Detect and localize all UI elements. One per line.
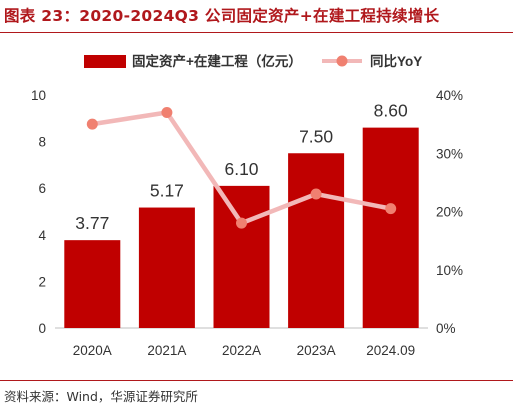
- y-left-tick-label: 0: [38, 321, 46, 336]
- bar-data-label: 3.77: [75, 213, 109, 233]
- y-left-tick-label: 6: [38, 181, 46, 196]
- chart: 固定资产+在建工程（亿元） 同比YoY 0 2 4 6 8 10 0% 10% 20% 30% 40…: [31, 53, 463, 358]
- y-left-tick-label: 2: [38, 274, 46, 289]
- y-right-tick-label: 10%: [436, 263, 463, 278]
- y-right-tick-label: 40%: [436, 88, 463, 103]
- legend-bar-swatch: [84, 55, 126, 68]
- bar: [362, 127, 419, 329]
- legend-line-marker: [336, 55, 348, 67]
- y-left-tick-label: 8: [38, 135, 46, 150]
- bars: 3.77 5.17 6.10 7.50 8.60: [64, 101, 419, 329]
- bar: [138, 207, 195, 328]
- yoy-line: [86, 106, 397, 229]
- legend-line-label: 同比YoY: [370, 53, 422, 69]
- title-rule: [0, 32, 513, 33]
- y-left-tick-label: 4: [38, 228, 46, 243]
- bar-data-label: 7.50: [299, 126, 333, 146]
- legend: 固定资产+在建工程（亿元） 同比YoY: [84, 53, 422, 69]
- yoy-point: [385, 203, 397, 215]
- yoy-point: [310, 188, 322, 200]
- axes: 0 2 4 6 8 10 0% 10% 20% 30% 40% 2020A 2021A 2022A 2023…: [31, 88, 463, 358]
- bar-data-label: 5.17: [150, 181, 184, 201]
- yoy-point: [86, 118, 98, 130]
- y-right-tick-label: 30%: [436, 146, 463, 161]
- bar-data-label: 6.10: [224, 159, 258, 179]
- yoy-point: [236, 217, 247, 229]
- y-right-tick-label: 0%: [436, 321, 456, 336]
- y-right-tick-label: 20%: [436, 205, 463, 220]
- bar: [64, 240, 121, 328]
- chart-title: 图表 23：2020-2024Q3 公司固定资产+在建工程持续增长: [4, 7, 440, 25]
- x-tick-label: 2020A: [73, 343, 112, 358]
- legend-bar-label: 固定资产+在建工程（亿元）: [132, 53, 302, 69]
- x-tick-label: 2024.09: [366, 343, 415, 358]
- x-tick-label: 2021A: [147, 343, 186, 358]
- x-tick-label: 2022A: [222, 343, 261, 358]
- bar-data-label: 8.60: [374, 101, 408, 121]
- x-tick-label: 2023A: [297, 343, 336, 358]
- bar: [288, 153, 345, 328]
- y-left-tick-label: 10: [31, 88, 46, 103]
- footer-rule: [0, 380, 513, 381]
- yoy-point: [161, 106, 173, 118]
- source-note: 资料来源：Wind，华源证券研究所: [4, 389, 198, 404]
- bar: [213, 185, 270, 328]
